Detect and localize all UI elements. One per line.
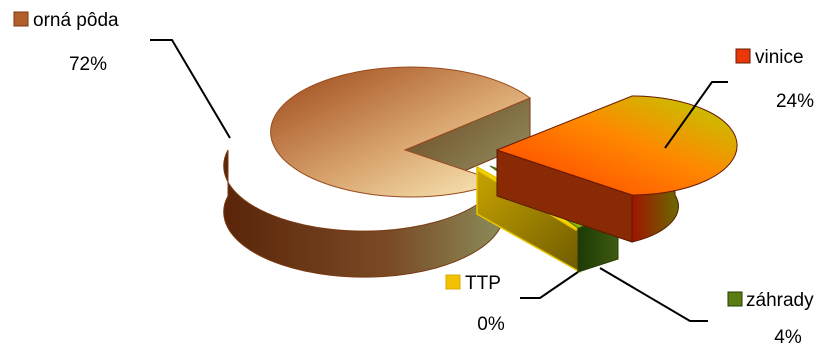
leader-line-orna-poda xyxy=(150,39,231,139)
slice-orna-poda-side xyxy=(223,149,501,278)
legend-key-vinice xyxy=(735,48,751,64)
label-ttp-name: TTP xyxy=(465,273,501,294)
label-vinice-name: vinice xyxy=(755,47,804,68)
label-zahrady-name: záhrady xyxy=(746,290,814,311)
label-vinice-value: 24% xyxy=(776,91,814,112)
slice-orna-poda xyxy=(270,66,531,198)
legend-key-orna-poda xyxy=(13,11,29,27)
label-orna-poda-value: 72% xyxy=(69,54,107,75)
label-zahrady-value: 4% xyxy=(774,327,802,347)
legend-key-ttp xyxy=(445,274,461,290)
label-ttp-value: 0% xyxy=(477,314,505,335)
slice-vinice xyxy=(495,95,738,196)
leader-line-zahrady xyxy=(599,267,708,322)
legend-key-zahrady xyxy=(727,291,743,307)
leader-line-ttp xyxy=(520,271,579,299)
label-orna-poda-name: orná pôda xyxy=(33,10,119,31)
leader-line-vinice xyxy=(664,81,728,149)
